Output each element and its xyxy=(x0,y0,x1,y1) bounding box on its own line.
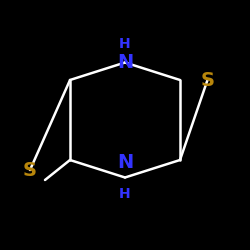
Text: H: H xyxy=(119,37,131,51)
Text: N: N xyxy=(117,154,133,172)
Text: S: S xyxy=(23,160,37,180)
Text: H: H xyxy=(119,188,131,202)
Text: N: N xyxy=(117,53,133,72)
Text: S: S xyxy=(200,70,214,90)
